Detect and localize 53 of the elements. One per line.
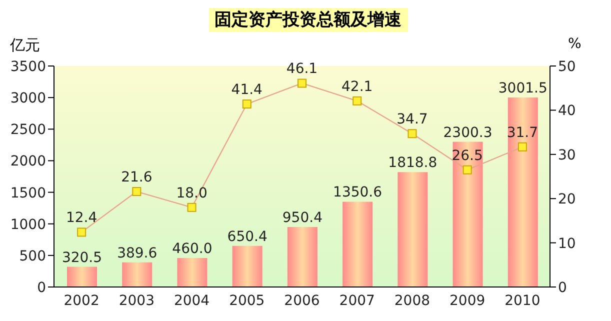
data-label: 41.4 [231,82,263,98]
data-label: 21.6 [121,170,152,186]
bar [508,97,538,287]
y2-tick-label: 10 [558,236,576,252]
x-tick-label: 2007 [339,292,375,309]
x-tick-label: 2004 [174,292,210,309]
x-tick-label: 2010 [504,292,540,309]
y-tick-label: 0 [37,280,46,296]
data-label: 950.4 [282,210,323,226]
bar [232,246,262,287]
y-tick-label: 2000 [10,154,46,170]
chart-title: 固定资产投资总额及增速 [208,8,408,32]
data-label: 18.0 [176,185,208,202]
x-tick-label: 2002 [64,292,100,309]
y2-tick-label: 20 [558,192,576,208]
bar [287,226,318,287]
data-label: 320.5 [62,250,102,266]
data-label: 3001.5 [498,80,548,96]
data-label: 2300.3 [443,124,492,141]
bar [398,172,428,287]
y2-tick-label: 50 [558,58,576,75]
data-label: 389.6 [117,245,158,262]
bar [452,142,483,287]
x-tick-label: 2006 [284,292,320,309]
y-tick-label: 2500 [10,122,46,138]
y-axis-title: 亿元 [10,36,40,55]
data-label: 650.4 [227,228,268,245]
x-tick-label: 2003 [118,292,154,309]
x-tick-label: 2009 [450,292,486,309]
data-label: 460.0 [172,240,212,257]
data-label: 12.4 [66,210,98,226]
y-tick-label: 3500 [10,58,46,75]
y2-tick-label: 30 [558,147,576,164]
x-tick-label: 2008 [394,292,430,309]
y-tick-label: 1500 [10,185,46,202]
y-tick-label: 1000 [10,216,46,233]
bar [122,262,152,287]
data-label: 34.7 [396,112,428,128]
data-label: 46.1 [286,61,318,78]
y-tick-label: 500 [19,248,46,264]
data-label: 1818.8 [388,155,438,172]
x-tick-label: 2005 [229,292,265,309]
data-label: 1350.6 [333,184,382,201]
bar [342,202,373,287]
bar [67,266,97,287]
y2-tick-label: 0 [558,280,567,296]
data-label: 31.7 [506,124,538,141]
y2-axis-title: % [568,36,582,52]
data-label: 26.5 [452,148,483,164]
y-tick-label: 3000 [10,90,46,107]
data-label: 42.1 [342,78,373,95]
y2-tick-label: 40 [558,103,576,120]
bar [177,258,208,287]
